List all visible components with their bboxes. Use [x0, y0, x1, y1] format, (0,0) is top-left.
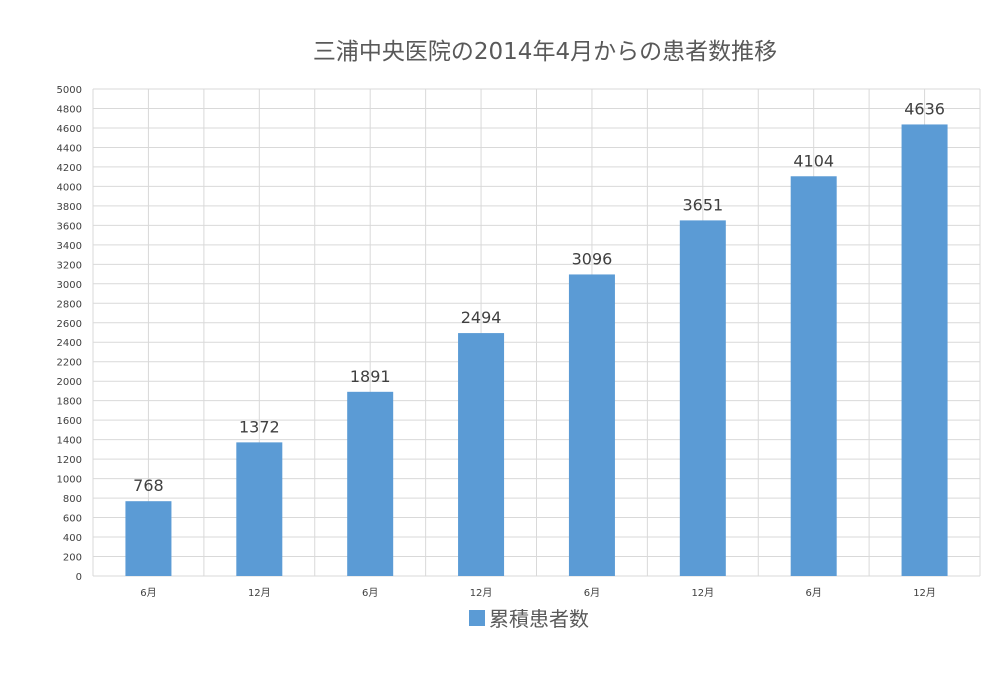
y-tick-label: 800 [63, 494, 82, 505]
y-tick-label: 1400 [57, 436, 82, 447]
data-label: 1891 [350, 367, 391, 386]
y-tick-label: 2000 [57, 377, 82, 388]
data-label: 3096 [572, 249, 613, 268]
chart-title: 三浦中央医院の2014年4月からの患者数推移 [313, 39, 777, 65]
y-tick-label: 3200 [57, 260, 82, 271]
legend-label: 累積患者数 [489, 607, 589, 631]
data-label: 1372 [239, 417, 280, 436]
bar [125, 501, 172, 576]
y-tick-label: 2600 [57, 319, 82, 330]
y-tick-label: 3800 [57, 202, 82, 213]
bar [236, 442, 283, 576]
grid [92, 88, 981, 577]
y-tick-label: 4000 [57, 182, 82, 193]
x-tick-label: 12月 [470, 587, 493, 599]
x-tick-label: 12月 [913, 587, 936, 599]
data-label: 3651 [682, 195, 723, 214]
legend-swatch [469, 610, 485, 626]
bars [125, 124, 948, 577]
y-tick-label: 1000 [57, 475, 82, 486]
data-label: 4104 [793, 151, 834, 170]
y-tick-label: 2800 [57, 299, 82, 310]
y-tick-label: 2400 [57, 338, 82, 349]
x-tick-label: 6月 [140, 587, 156, 599]
y-tick-label: 1800 [57, 397, 82, 408]
y-tick-label: 600 [63, 514, 82, 525]
y-tick-label: 4400 [57, 143, 82, 154]
x-tick-label: 6月 [584, 587, 600, 599]
y-tick-label: 3600 [57, 221, 82, 232]
x-tick-label: 12月 [248, 587, 271, 599]
y-tick-label: 5000 [57, 85, 82, 96]
x-tick-label: 6月 [362, 587, 378, 599]
bar [568, 274, 615, 576]
y-tick-label: 3000 [57, 280, 82, 291]
y-axis-ticks: 0 200 400 600 800 1000 1200 1400 1600 1800 2000 220… [57, 85, 82, 583]
y-tick-label: 0 [76, 572, 82, 583]
y-tick-label: 4800 [57, 104, 82, 115]
bar [679, 220, 726, 577]
bar [790, 176, 837, 577]
y-tick-label: 2200 [57, 358, 82, 369]
bar [347, 391, 394, 576]
y-tick-label: 200 [63, 553, 82, 564]
y-tick-label: 4600 [57, 124, 82, 135]
x-tick-label: 12月 [691, 587, 714, 599]
data-label: 2494 [461, 308, 502, 327]
bar [901, 124, 948, 576]
data-label: 4636 [904, 99, 945, 118]
y-tick-label: 4200 [57, 163, 82, 174]
data-label: 768 [133, 476, 164, 495]
legend: 累積患者数 [469, 607, 589, 631]
x-axis-ticks: 6月 12月 6月 12月 6月 12月 6月 12月 [140, 587, 936, 599]
y-tick-label: 3400 [57, 241, 82, 252]
data-labels: 768 1372 1891 2494 3096 3651 4104 4636 [133, 99, 945, 495]
y-tick-label: 1200 [57, 455, 82, 466]
bar [458, 333, 505, 576]
x-tick-label: 6月 [806, 587, 822, 599]
y-tick-label: 1600 [57, 416, 82, 427]
y-tick-label: 400 [63, 533, 82, 544]
